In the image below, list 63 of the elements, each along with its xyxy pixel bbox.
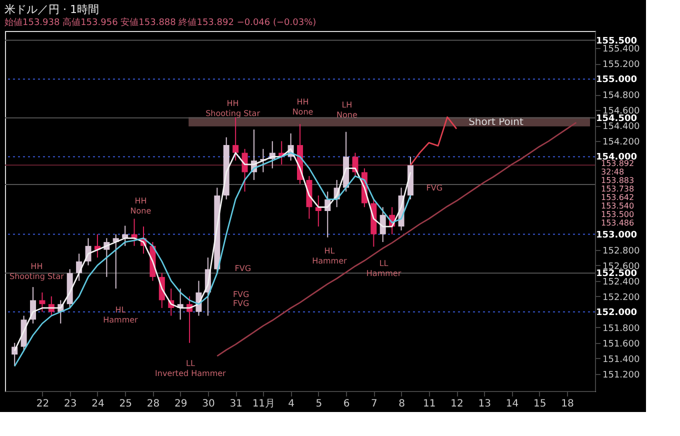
y-tick-label: 151.800 [602, 324, 640, 334]
y-tick-label: 152.400 [602, 277, 640, 288]
x-tick-label: 24 [92, 398, 104, 410]
annotation: FVG [232, 299, 250, 308]
y-tick-label: 155.400 [602, 44, 640, 55]
x-tick-label: 23 [64, 398, 77, 410]
x-tick-label: 18 [561, 398, 574, 410]
x-tick-label: 8 [398, 398, 405, 410]
y-tick-label: 154.400 [602, 122, 640, 132]
x-tick-label: 6 [343, 398, 350, 410]
y-tick-label: 152.800 [602, 246, 640, 256]
x-tick-label: 15 [534, 398, 546, 410]
x-tick-label: 11月 [252, 398, 276, 410]
y-tick-label: 154.200 [602, 138, 640, 148]
x-tick-label: 14 [506, 398, 519, 410]
annotation: FVG [232, 290, 250, 299]
annotation: LL Hammer [366, 258, 402, 278]
ref-line-label: 153.000 [596, 230, 637, 240]
ref-line-label: 155.000 [596, 75, 637, 86]
annotation: HH None [130, 196, 152, 216]
text: 153.540 [601, 202, 634, 211]
x-tick-label: 13 [478, 398, 491, 410]
x-tick-label: 12 [450, 398, 464, 410]
text: 153.486 [601, 218, 634, 228]
candlestick [232, 116, 239, 162]
candlestick [48, 296, 54, 316]
band-label: Short Point [468, 116, 524, 128]
annotation: LH None [336, 100, 358, 120]
y-tick-label: 154.800 [602, 91, 640, 102]
x-tick-label: 30 [202, 398, 215, 410]
chart-subtitle: 始値153.938 高値153.956 安値153.888 終値153.892 −0.046 (−0.03%) [4, 17, 316, 28]
chart-title: 米ドル／円 · 1時間 [4, 3, 99, 16]
x-tick-label: 22 [36, 398, 50, 410]
x-tick-label: 7 [370, 398, 378, 410]
candlestick [39, 292, 46, 312]
y-tick-label: 151.200 [602, 370, 640, 380]
text: 153.500 [601, 210, 634, 220]
y-tick-label: 151.400 [602, 354, 640, 365]
annotation: FVG [234, 264, 252, 274]
annotation: FVG [426, 184, 443, 192]
annotation: HL Hammer [312, 246, 348, 266]
annotation: LL Inverted Hammer [155, 358, 227, 378]
candlestick [380, 206, 386, 243]
x-tick-label: 29 [174, 398, 188, 410]
ref-line-label: 152.000 [596, 308, 637, 318]
y-tick-label: 155.200 [602, 60, 640, 70]
y-tick-label: 152.200 [602, 292, 640, 303]
text: 153.738 [601, 184, 634, 194]
annotation: HH None [292, 97, 314, 116]
x-tick-label: 25 [119, 398, 132, 410]
y-tick-label: 151.600 [602, 339, 640, 350]
text: 153.642 [601, 193, 634, 202]
x-tick-label: 4 [288, 398, 294, 410]
annotation: HH Shooting Star [9, 262, 65, 281]
text: 32:48 [601, 168, 624, 177]
x-tick-label: 28 [146, 398, 160, 410]
x-tick-label: 31 [230, 398, 242, 410]
text: 153.883 [601, 176, 634, 186]
annotation: HL Hammer [103, 305, 139, 324]
ref-line-label: 155.500 [596, 36, 637, 46]
x-tick-label: 11 [423, 398, 436, 410]
annotation: HH Shooting Star [206, 98, 261, 118]
x-tick-label: 5 [316, 398, 322, 410]
